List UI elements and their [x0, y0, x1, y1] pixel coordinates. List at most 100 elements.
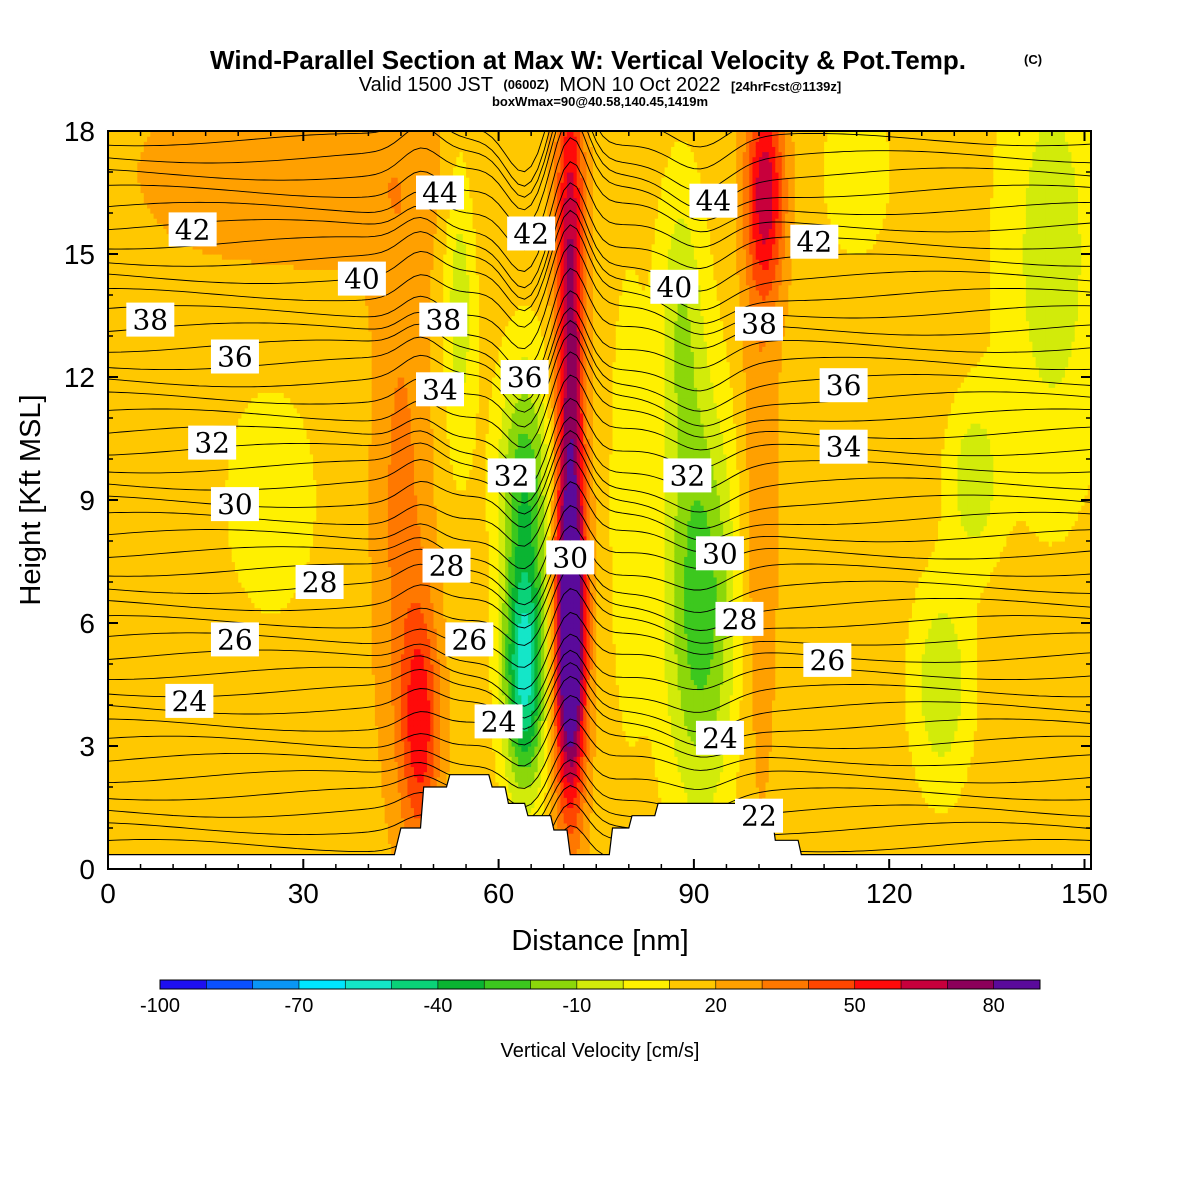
velocity-cell — [143, 259, 148, 265]
velocity-cell — [117, 228, 122, 235]
velocity-cell — [137, 658, 142, 665]
velocity-cell — [114, 838, 119, 844]
velocity-cell — [134, 131, 138, 137]
velocity-cell — [143, 520, 148, 527]
velocity-cell — [134, 715, 138, 721]
velocity-cell — [130, 525, 135, 532]
velocity-cell — [147, 658, 151, 665]
velocity-cell — [108, 361, 112, 368]
velocity-cell — [111, 679, 116, 686]
velocity-cell — [140, 131, 145, 137]
velocity-cell — [147, 418, 151, 424]
velocity-cell — [137, 669, 142, 675]
velocity-cell — [147, 382, 151, 388]
velocity-cell — [108, 674, 112, 680]
velocity-cell — [121, 812, 125, 819]
velocity-cell — [137, 828, 142, 834]
velocity-cell — [121, 807, 125, 814]
velocity-cell — [111, 817, 116, 824]
velocity-cell — [147, 156, 151, 163]
velocity-cell — [130, 248, 135, 255]
velocity-cell — [117, 238, 122, 245]
velocity-cell — [140, 146, 145, 153]
velocity-cell — [108, 643, 112, 650]
velocity-cell — [147, 197, 151, 204]
velocity-cell — [111, 802, 116, 809]
velocity-cell — [117, 300, 122, 306]
velocity-cell — [140, 187, 145, 194]
velocity-cell — [124, 356, 129, 363]
velocity-cell — [134, 166, 138, 173]
velocity-cell — [108, 541, 112, 547]
velocity-cell — [114, 725, 119, 732]
velocity-cell — [124, 177, 129, 183]
velocity-cell — [127, 720, 132, 727]
velocity-cell — [127, 192, 132, 199]
velocity-cell — [143, 541, 148, 547]
velocity-cell — [134, 817, 138, 824]
velocity-cell — [124, 254, 129, 260]
velocity-cell — [108, 228, 112, 235]
velocity-cell — [117, 571, 122, 578]
velocity-cell — [124, 325, 129, 332]
velocity-cell — [114, 735, 119, 742]
velocity-cell — [143, 638, 148, 645]
velocity-cell — [130, 141, 135, 147]
velocity-cell — [140, 474, 145, 481]
velocity-cell — [143, 346, 148, 352]
velocity-cell — [127, 459, 132, 465]
velocity-cell — [143, 479, 148, 486]
velocity-cell — [147, 756, 151, 762]
velocity-cell — [143, 756, 148, 762]
velocity-cell — [111, 797, 116, 803]
velocity-cell — [121, 699, 125, 706]
velocity-cell — [130, 515, 135, 522]
velocity-cell — [147, 479, 151, 486]
velocity-cell — [111, 259, 116, 265]
velocity-cell — [121, 305, 125, 311]
velocity-cell — [114, 556, 119, 563]
velocity-cell — [137, 664, 142, 670]
velocity-cell — [114, 315, 119, 322]
velocity-cell — [117, 218, 122, 224]
velocity-cell — [124, 161, 129, 168]
velocity-cell — [121, 387, 125, 393]
velocity-cell — [124, 197, 129, 204]
velocity-cell — [137, 812, 142, 819]
velocity-cell — [117, 664, 122, 670]
velocity-cell — [114, 284, 119, 291]
velocity-cell — [121, 197, 125, 204]
velocity-cell — [114, 402, 119, 409]
velocity-cell — [121, 361, 125, 368]
velocity-cell — [124, 525, 129, 532]
velocity-cell — [127, 746, 132, 752]
velocity-cell — [150, 751, 155, 757]
velocity-cell — [111, 638, 116, 645]
velocity-cell — [124, 582, 129, 588]
velocity-cell — [114, 218, 119, 224]
velocity-cell — [114, 679, 119, 686]
velocity-cell — [108, 787, 112, 793]
velocity-cell — [121, 484, 125, 491]
velocity-cell — [134, 525, 138, 532]
velocity-cell — [140, 459, 145, 465]
velocity-cell — [134, 694, 138, 701]
velocity-cell — [108, 607, 112, 614]
velocity-cell — [108, 694, 112, 701]
velocity-cell — [108, 325, 112, 332]
velocity-cell — [117, 448, 122, 455]
velocity-cell — [134, 679, 138, 686]
velocity-cell — [147, 515, 151, 522]
velocity-cell — [121, 259, 125, 265]
velocity-cell — [111, 592, 116, 598]
velocity-cell — [140, 679, 145, 686]
velocity-cell — [108, 838, 112, 844]
velocity-cell — [114, 766, 119, 773]
velocity-cell — [137, 510, 142, 516]
velocity-cell — [111, 392, 116, 399]
velocity-cell — [140, 802, 145, 809]
velocity-cell — [121, 500, 125, 506]
velocity-cell — [117, 848, 122, 855]
velocity-cell — [130, 689, 135, 696]
velocity-cell — [143, 597, 148, 604]
